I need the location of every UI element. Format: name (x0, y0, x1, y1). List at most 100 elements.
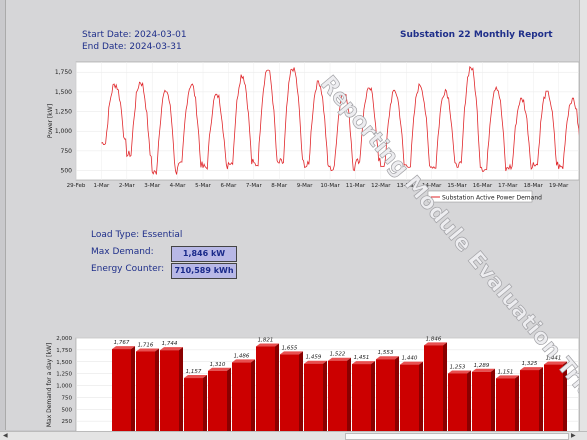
bar-chart-bars: 1,767 1,716 1,744 1,157 1,310 1,486 1,821 1,655… (112, 336, 567, 433)
line-chart-y-tick-label: 1,500 (55, 89, 72, 96)
vertical-scrollbar[interactable] (579, 0, 587, 431)
bar-chart-grid (76, 337, 579, 422)
scroll-left-arrow-icon[interactable]: ◀ (3, 432, 8, 439)
bar-top-face (448, 370, 471, 374)
bar-side-face (443, 342, 447, 433)
line-chart-x-tick-label: 2-Mar (119, 183, 136, 189)
line-chart-x-tick-label: 7-Mar (246, 183, 263, 189)
bar (184, 378, 203, 433)
bar-chart-y-tick-label: 750 (62, 395, 73, 401)
end-date-value: 2024-03-31 (129, 42, 182, 52)
line-chart-x-tick-label: 13-Mar (397, 183, 417, 189)
bar (520, 370, 539, 433)
bar-data-label: 1,253 (450, 364, 466, 370)
bar-data-label: 1,441 (546, 356, 562, 362)
line-chart-x-tick-label: 29-Feb (67, 183, 86, 189)
bar (544, 364, 563, 433)
power-demand-line-chart: 500 750 1,000 1,250 1,500 1,750 29-Feb 1-Mar 2-… (47, 61, 584, 203)
bar-top-face (112, 346, 135, 350)
start-date-value: 2024-03-01 (134, 30, 187, 40)
line-chart-y-tick-label: 1,000 (55, 128, 72, 135)
end-date-label: End Date: (82, 42, 127, 52)
report-title: Substation 22 Monthly Report (400, 30, 553, 40)
bar-data-label: 1,522 (330, 352, 346, 358)
line-chart-x-tick-label: 9-Mar (297, 183, 314, 189)
line-chart-x-tick-label: 5-Mar (195, 183, 212, 189)
bar-top-face (304, 360, 327, 364)
start-date-line: Start Date: 2024-03-01 (82, 30, 187, 40)
start-date-label: Start Date: (82, 30, 132, 40)
bar (160, 350, 179, 433)
bar-side-face (347, 357, 351, 433)
line-chart-x-tick-label: 1-Mar (93, 183, 110, 189)
bar-top-face (376, 356, 399, 360)
bar-top-face (352, 361, 375, 365)
bar-top-face (328, 357, 351, 361)
load-type-value: Essential (142, 230, 183, 240)
bar (232, 362, 251, 433)
bar-top-face (520, 367, 543, 371)
bar (256, 346, 275, 433)
bar-chart-y-tick-label: 1,000 (56, 384, 72, 390)
bar-data-label: 1,846 (426, 336, 442, 342)
bar (328, 360, 347, 433)
line-chart-x-tick-label: 18-Mar (524, 183, 544, 189)
line-chart-x-tick-label: 10-Mar (320, 183, 340, 189)
bar-data-label: 1,459 (306, 355, 322, 361)
bar-side-face (203, 375, 207, 433)
bar-side-face (539, 367, 543, 433)
bar-side-face (515, 375, 519, 433)
scroll-right-arrow-icon[interactable]: ▶ (571, 432, 576, 439)
bar-chart-y-tick-label: 1,250 (56, 372, 72, 378)
energy-counter-value-box: 710,589 kWh (171, 263, 237, 279)
bar-chart-y-tick-label: 2,000 (56, 336, 72, 342)
bar (424, 345, 443, 433)
load-type-line: Load Type: Essential (91, 230, 182, 240)
bar-data-label: 1,325 (522, 361, 538, 367)
bar-data-label: 1,157 (186, 369, 202, 375)
line-chart-x-tick-label: 19-Mar (549, 183, 569, 189)
line-chart-grid (75, 62, 579, 180)
line-chart-x-tick-label: 8-Mar (271, 183, 288, 189)
line-chart-y-tick-label: 1,250 (55, 109, 72, 116)
bar-top-face (160, 347, 183, 351)
bar-top-face (208, 367, 231, 371)
series-line-substation-active-power-demand (101, 65, 584, 175)
energy-counter-label: Energy Counter: (91, 264, 165, 274)
bar-data-label: 1,716 (138, 342, 154, 348)
line-chart-x-tick-label: 17-Mar (498, 183, 518, 189)
line-chart-y-tick-label: 750 (61, 148, 73, 155)
bar-side-face (299, 351, 303, 433)
bar-side-face (155, 348, 159, 433)
bar-chart-y-tick-label: 500 (62, 407, 73, 413)
bar (136, 351, 155, 433)
bar-chart-y-tick-label: 1,750 (56, 348, 72, 354)
bar (448, 373, 467, 433)
bar-data-label: 1,655 (282, 345, 298, 351)
bar-side-face (491, 368, 495, 433)
max-demand-label: Max Demand: (91, 247, 154, 257)
bar-chart-y-ticks: 250 500 750 1,000 1,250 1,500 1,750 2,000 (56, 336, 72, 425)
bar-data-label: 1,310 (210, 362, 226, 368)
line-chart-y-ticks: 500 750 1,000 1,250 1,500 1,750 (55, 69, 72, 174)
bar (112, 349, 131, 433)
line-chart-x-ticks: 29-Feb 1-Mar 2-Mar 3-Mar 4-Mar 5-Mar 6-Mar 7-Ma… (67, 183, 569, 189)
load-type-label: Load Type: (91, 230, 140, 240)
line-chart-x-tick-label: 15-Mar (447, 183, 467, 189)
bar-side-face (563, 361, 567, 433)
bar-side-face (467, 370, 471, 433)
line-chart-x-tick-label: 6-Mar (220, 183, 237, 189)
end-date-line: End Date: 2024-03-31 (82, 42, 182, 52)
line-chart-x-tick-label: 3-Mar (144, 183, 161, 189)
bar-data-label: 1,553 (378, 350, 394, 356)
bar (400, 364, 419, 433)
bar-side-face (227, 367, 231, 433)
bar-top-face (400, 361, 423, 365)
bar-top-face (280, 351, 303, 355)
bar-side-face (419, 361, 423, 433)
bar-side-face (275, 343, 279, 433)
bar-data-label: 1,289 (474, 363, 490, 369)
bar-top-face (544, 361, 567, 365)
legend-box (427, 190, 533, 203)
